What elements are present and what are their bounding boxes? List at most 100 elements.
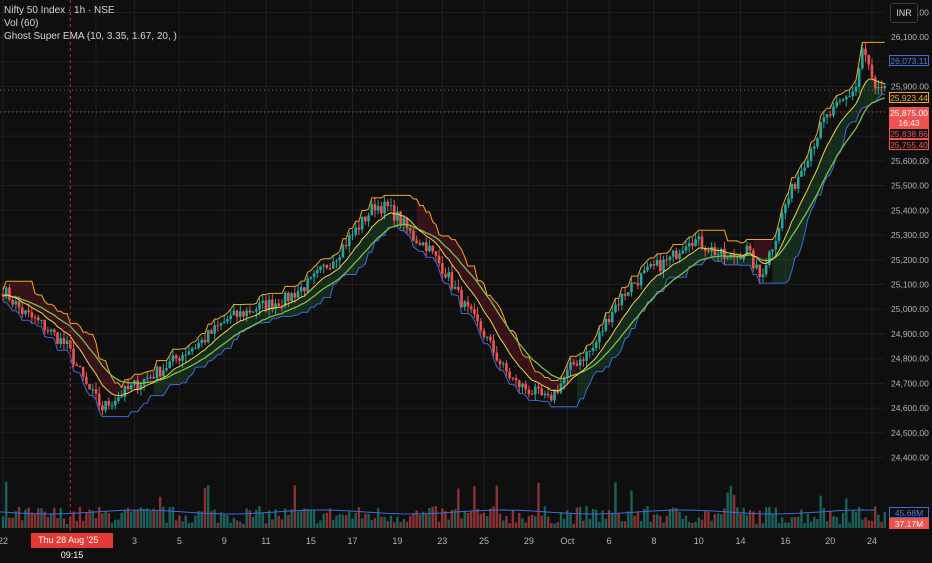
price-tick-label: 24,700.00 xyxy=(891,378,929,388)
volume-bar xyxy=(104,511,107,528)
volume-bar xyxy=(123,509,127,528)
time-tick-label: 5 xyxy=(177,536,182,546)
band-fill-segment xyxy=(666,267,670,280)
band-fill-segment xyxy=(746,252,751,266)
band-fill-segment xyxy=(644,285,648,312)
volume-bar xyxy=(303,508,306,528)
volume-bar xyxy=(809,521,813,528)
candle-body xyxy=(841,99,845,101)
chart-legend[interactable]: Nifty 50 Index · 1h · NSE Vol (60) Ghost… xyxy=(4,4,177,43)
candles xyxy=(1,42,887,416)
volume-bar xyxy=(774,507,777,528)
volume-bar xyxy=(816,519,819,528)
crosshair-time: 09:15 xyxy=(60,550,84,560)
candle-body xyxy=(668,256,672,261)
candle-body xyxy=(162,370,165,377)
volume-bar xyxy=(562,519,566,528)
price-tick-label: 25,500.00 xyxy=(891,181,929,191)
time-tick-label: 29 xyxy=(524,536,534,546)
candle-body xyxy=(569,362,572,370)
volume-bar xyxy=(341,514,345,528)
band-fill-segment xyxy=(775,250,779,284)
volume-bar xyxy=(399,522,402,528)
candle-body xyxy=(643,270,646,274)
volume-bar xyxy=(550,523,553,528)
time-tick-label: Oct xyxy=(560,536,575,546)
mid-band-price-tag: 25,923.44 xyxy=(889,92,929,103)
volume-bar xyxy=(687,521,691,528)
volume-bar xyxy=(864,517,867,528)
crosshair-date-badge: Thu 28 Aug '25 09:15 xyxy=(31,533,113,560)
currency-button[interactable]: INR xyxy=(890,3,918,23)
crosshair-date: Thu 28 Aug '25 xyxy=(38,535,99,545)
volume-bar xyxy=(784,522,787,528)
volume-bar xyxy=(643,508,646,528)
candle-body xyxy=(675,250,678,259)
candle-body xyxy=(145,377,149,379)
candle-body xyxy=(49,329,53,332)
volume-bar xyxy=(210,511,213,528)
candle-body xyxy=(206,330,210,343)
price-tick-label: 24,900.00 xyxy=(891,329,929,339)
band-fill-segment xyxy=(759,239,763,264)
candle-body xyxy=(873,77,877,89)
volume-bar xyxy=(229,522,232,528)
volume-bar xyxy=(527,516,531,528)
band-fill-segment xyxy=(195,354,199,368)
candle-body xyxy=(562,377,566,384)
candle-body xyxy=(319,266,322,270)
volume-bar xyxy=(354,512,357,528)
volume-bar xyxy=(184,515,187,528)
volume-bar xyxy=(655,514,659,528)
price-tick-label: 25,300.00 xyxy=(891,230,929,240)
volume-bar xyxy=(338,514,341,528)
volume-bar xyxy=(829,511,832,528)
band-fill-segment xyxy=(612,329,616,358)
band-fill-segment xyxy=(217,335,222,355)
candle-body xyxy=(803,167,806,171)
volume-bars xyxy=(0,481,886,528)
candle-body xyxy=(235,310,239,317)
candle-body xyxy=(739,255,742,260)
volume-bar xyxy=(578,506,582,528)
band-fill-segment xyxy=(528,357,533,381)
candle-body xyxy=(530,394,534,396)
candle-body xyxy=(466,301,470,307)
volume-bar xyxy=(678,511,681,528)
volume-bar xyxy=(264,523,268,528)
lower-band-line xyxy=(3,94,885,418)
volume-bar xyxy=(40,508,43,528)
volume-bar xyxy=(351,518,354,528)
candle-body xyxy=(793,183,797,189)
candle-body xyxy=(626,292,630,296)
band-fill-segment xyxy=(669,264,674,278)
candle-body xyxy=(325,264,329,269)
time-axis[interactable]: 22 3 5 9 11 15 17 19 23 25 29 Oct 6 8 10 14 16 20 24 xyxy=(0,536,877,546)
band-fill-segment xyxy=(878,81,882,98)
candle-body xyxy=(880,86,883,89)
candle-body xyxy=(678,253,681,259)
volume-bar xyxy=(825,521,829,528)
band-fill-segment xyxy=(689,253,693,267)
candle-body xyxy=(354,227,358,235)
candle-body xyxy=(617,304,620,306)
volume-bar xyxy=(280,519,284,528)
band-fill-segment xyxy=(83,332,87,360)
candle-body xyxy=(877,86,880,89)
symbol-title[interactable]: Nifty 50 Index · 1h · NSE xyxy=(4,5,115,16)
band-fill-segment xyxy=(868,78,872,106)
band-fill-segment xyxy=(762,239,767,264)
candle-body xyxy=(200,339,204,344)
band-fill-segment xyxy=(352,247,356,275)
candle-body xyxy=(511,378,515,380)
super-ema-indicator-label[interactable]: Ghost Super EMA (10, 3.35, 1.67, 20, ) xyxy=(4,31,177,42)
candle-body xyxy=(508,371,511,379)
volume-bar xyxy=(582,520,585,528)
volume-bar xyxy=(585,506,588,528)
candle-body xyxy=(684,246,688,251)
volume-bar xyxy=(848,522,851,528)
price-chart[interactable]: 26,200.0026,100.0026,000.0025,900.0025,8… xyxy=(0,0,932,550)
candle-body xyxy=(229,315,232,320)
band-fill-segment xyxy=(330,272,334,298)
volume-indicator-label[interactable]: Vol (60) xyxy=(4,18,39,29)
